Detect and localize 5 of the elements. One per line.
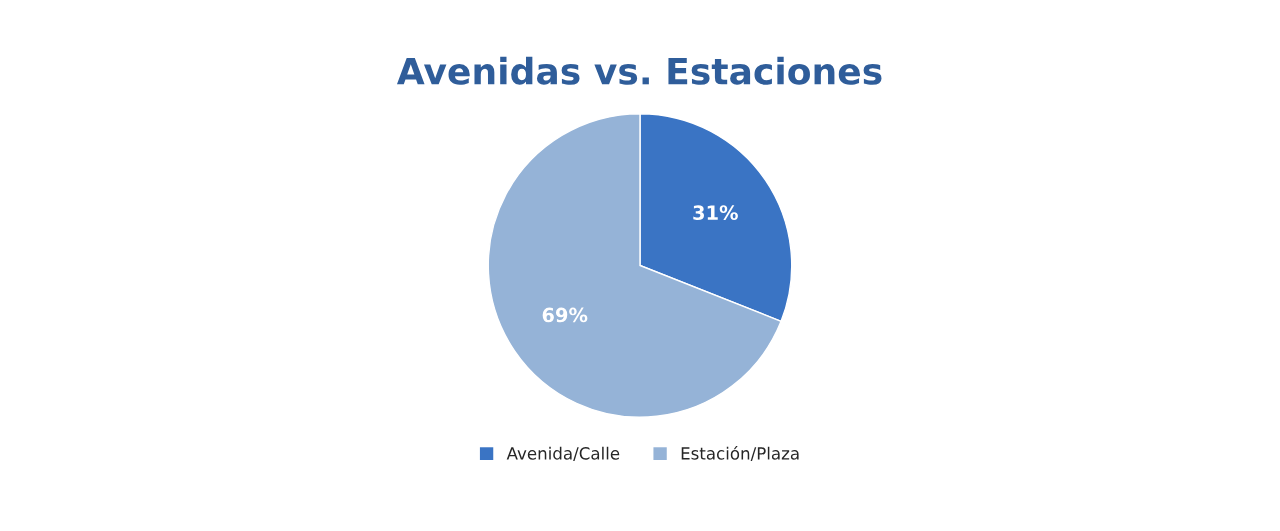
- legend-label: Estación/Plaza: [681, 446, 799, 461]
- chart-title: Avenidas vs. Estaciones: [396, 56, 882, 85]
- data-label: 69%: [542, 307, 588, 323]
- data-label: 31%: [693, 205, 738, 220]
- legend-label: Avenida/Calle: [506, 446, 620, 461]
